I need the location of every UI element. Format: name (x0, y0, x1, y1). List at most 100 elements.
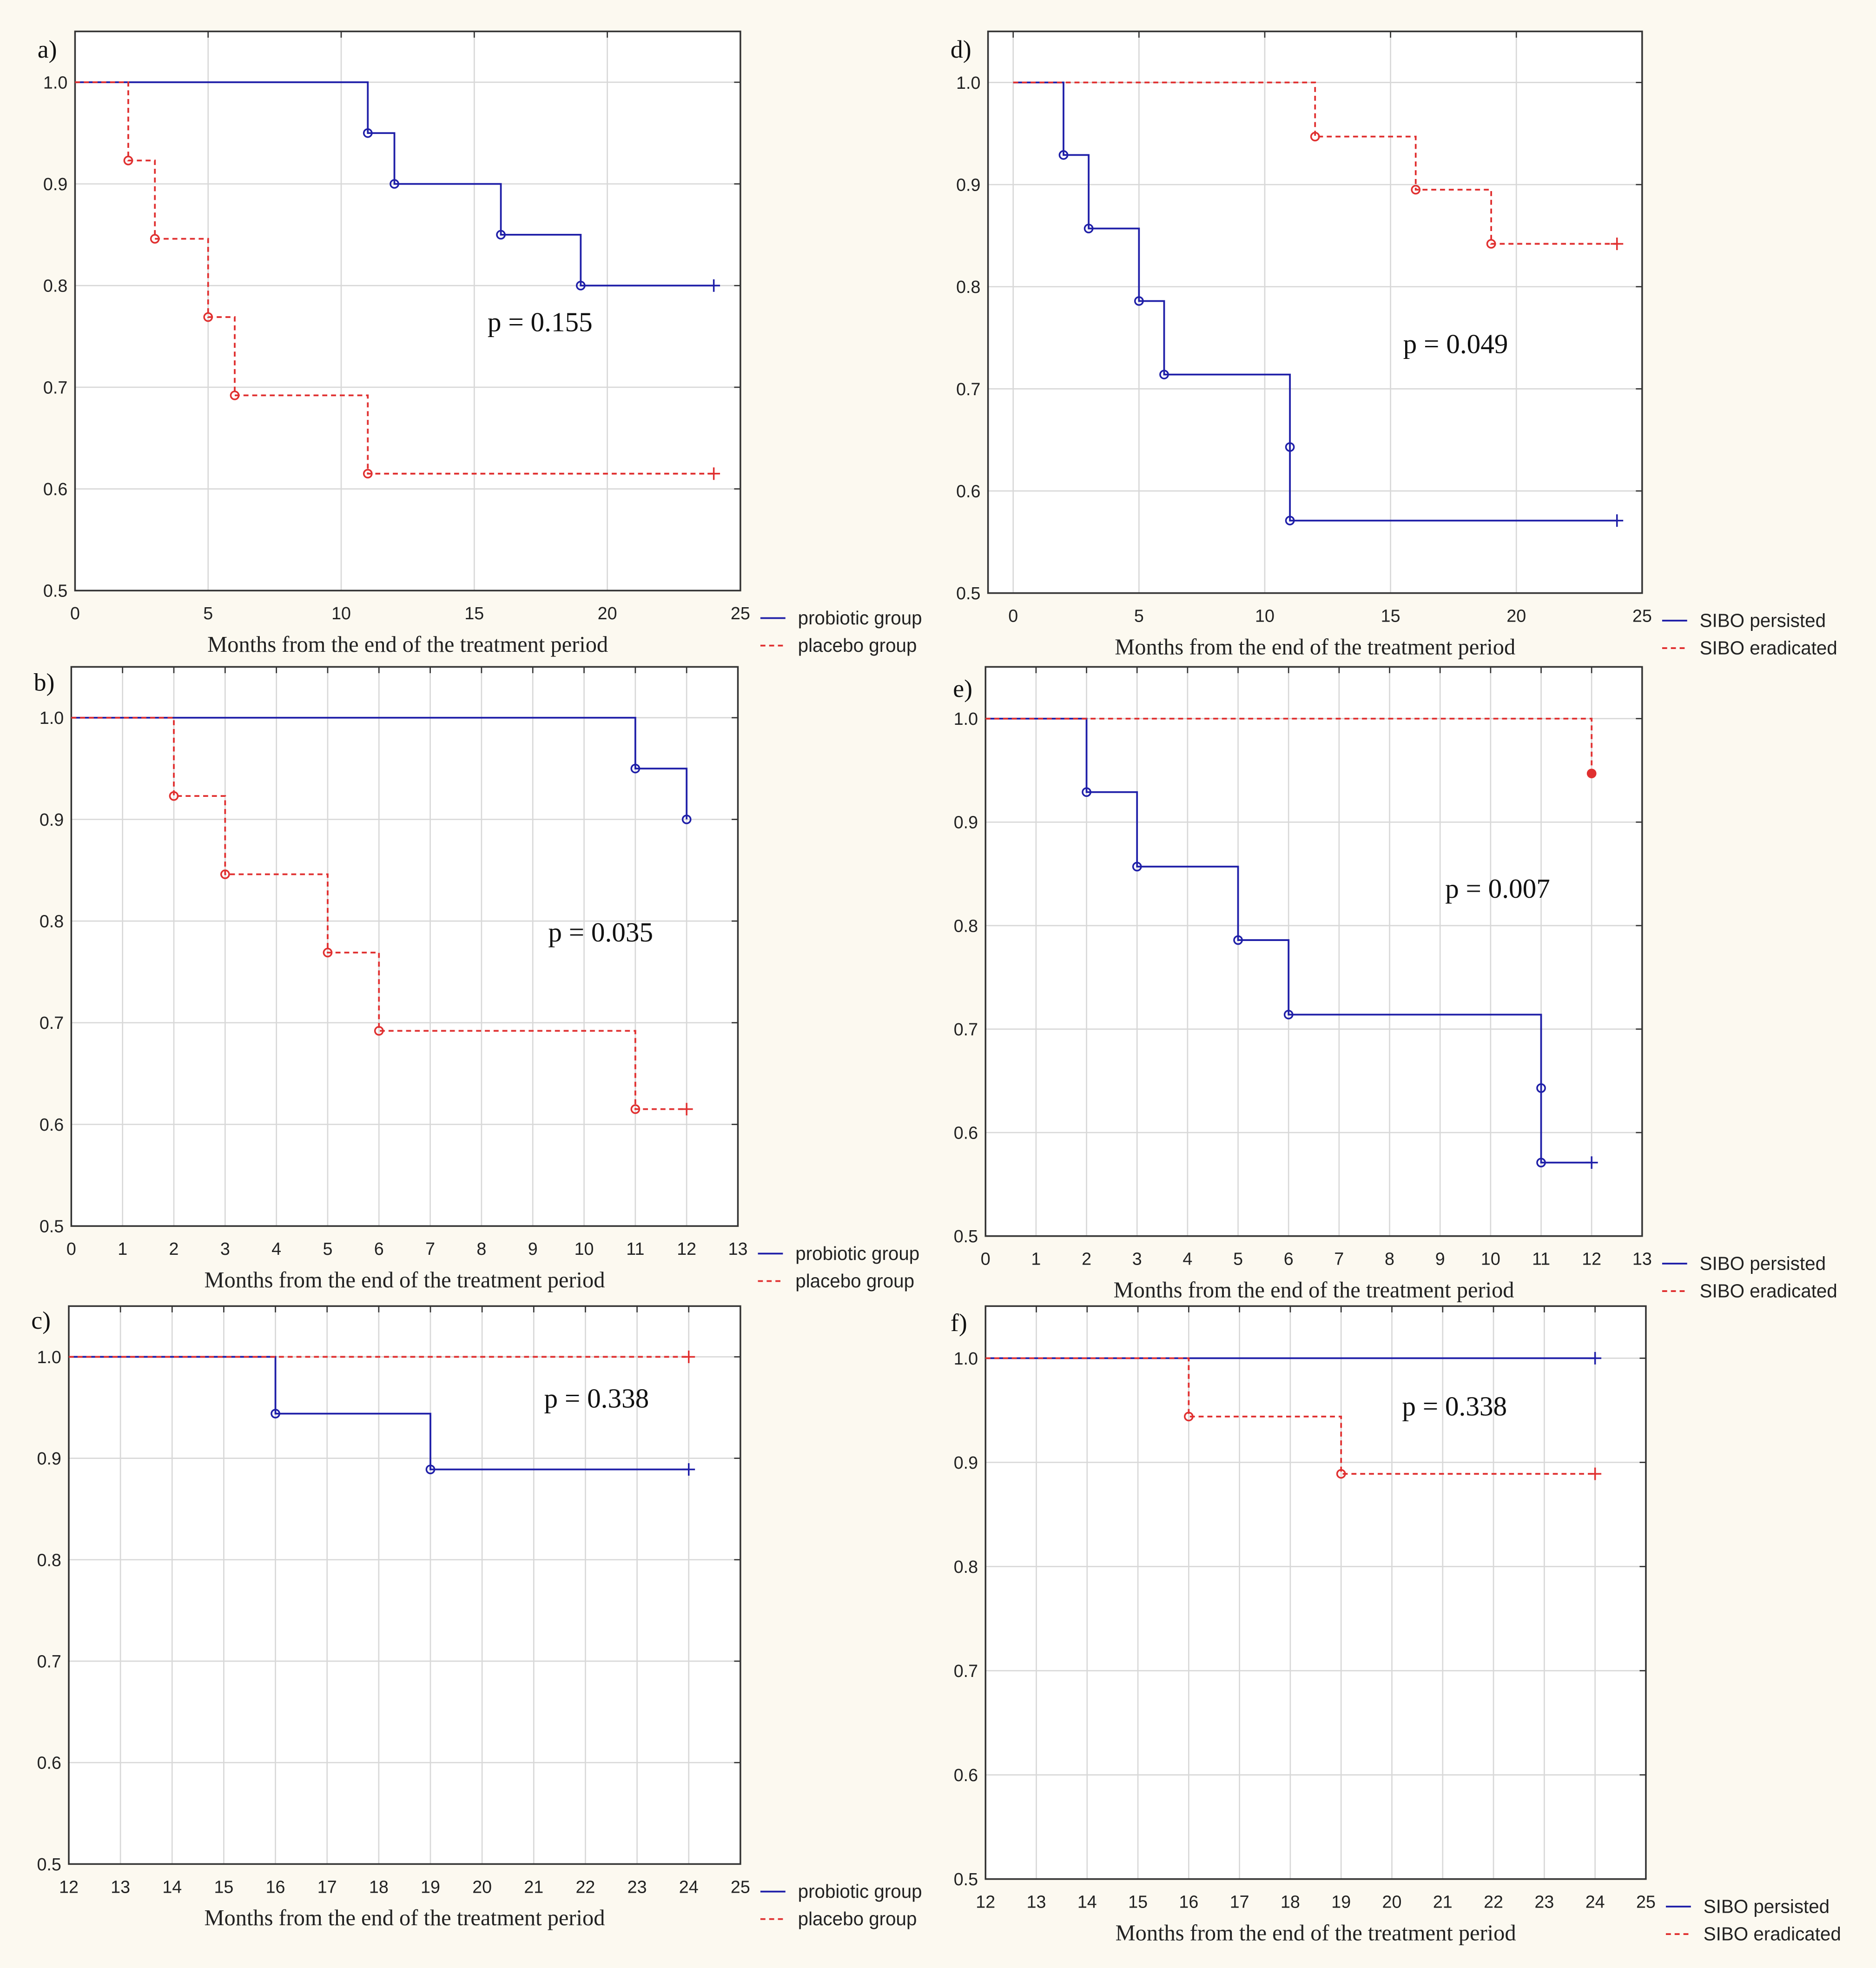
x-tick-label: 0 (1008, 606, 1018, 626)
x-tick-label: 18 (369, 1877, 389, 1896)
y-tick-label: 1.0 (40, 708, 64, 728)
x-tick-label: 14 (1077, 1892, 1097, 1912)
x-tick-label: 15 (464, 603, 484, 623)
y-tick-label: 0.9 (954, 1453, 978, 1472)
x-tick-label: 0 (70, 603, 80, 623)
y-tick-label: 1.0 (954, 1349, 978, 1368)
x-tick-label: 3 (220, 1239, 230, 1259)
y-tick-label: 0.9 (43, 174, 67, 194)
legend-label: SIBO eradicated (1700, 1280, 1837, 1302)
chart-panel-f: 12 13 14 15 16 17 18 19 20 21 22 23 24 25 0.5 0.6 0.7 0.8… (951, 1305, 1841, 1946)
y-tick-label: 1.0 (956, 73, 980, 93)
x-tick-label: 12 (59, 1877, 79, 1896)
x-tick-label: 8 (476, 1239, 486, 1259)
p-value-annotation: p = 0.338 (1402, 1391, 1507, 1422)
legend-label: probiotic group (798, 607, 922, 629)
x-tick-label: 23 (1534, 1892, 1554, 1912)
x-tick-label: 5 (203, 603, 213, 623)
plot-frame (987, 30, 1643, 594)
y-tick-label: 1.0 (954, 709, 978, 729)
event-marker (123, 155, 133, 166)
x-tick-label: 17 (1230, 1892, 1249, 1912)
x-tick-label: 20 (598, 603, 617, 623)
x-tick-label: 18 (1281, 1892, 1300, 1912)
survival-curve-probiotic-group (75, 81, 714, 287)
x-axis-label: Months from the end of the treatment per… (204, 1906, 605, 1930)
y-tick-label: 1.0 (43, 73, 67, 92)
y-tick-label: 0.6 (37, 1753, 61, 1773)
chart-panel-c: 12 13 14 15 16 17 18 19 20 21 22 23 24 25 0.5 0.6 0.7 0.8… (31, 1305, 922, 1930)
p-value-annotation: p = 0.035 (548, 917, 653, 948)
y-tick-label: 0.8 (37, 1550, 61, 1570)
event-marker (630, 1104, 641, 1114)
x-tick-label: 24 (1585, 1892, 1605, 1912)
x-tick-label: 4 (1182, 1249, 1192, 1269)
x-tick-label: 21 (524, 1877, 543, 1896)
event-marker (1132, 861, 1142, 872)
y-tick-label: 0.6 (954, 1765, 978, 1785)
y-tick-label: 0.5 (956, 583, 980, 603)
y-tick-label: 1.0 (37, 1347, 61, 1367)
panel-label: d) (951, 35, 971, 63)
plot-area (985, 1306, 1646, 1879)
event-marker (271, 1409, 280, 1418)
event-marker (496, 230, 506, 240)
event-marker (390, 179, 399, 189)
event-marker (169, 791, 179, 801)
event-marker (203, 312, 213, 322)
event-marker (1159, 370, 1169, 379)
legend-label: SIBO eradicated (1704, 1923, 1841, 1945)
event-marker (1283, 1009, 1294, 1020)
y-tick-label: 0.5 (40, 1217, 64, 1236)
survival-curve-placebo-group (71, 716, 687, 1110)
y-tick-label: 0.8 (43, 276, 67, 296)
y-tick-label: 0.7 (956, 379, 980, 399)
legend-label: SIBO persisted (1700, 610, 1826, 631)
x-tick-label: 25 (731, 1877, 750, 1896)
legend-label: placebo group (795, 1270, 914, 1292)
event-marker (374, 1026, 384, 1036)
y-tick-label: 0.9 (40, 810, 64, 829)
x-tick-label: 6 (1284, 1249, 1294, 1269)
x-axis-label: Months from the end of the treatment per… (1115, 635, 1515, 660)
panel-label: e) (953, 675, 972, 702)
survival-curve-sibo-eradicated (1013, 81, 1617, 245)
x-tick-label: 14 (162, 1877, 182, 1896)
chart-panel-a: 0 5 10 15 20 25 0.5 0.6 0.7 0.8 0.9 1.0 a) Months fro… (38, 30, 922, 657)
panel-label: f) (951, 1309, 967, 1337)
event-marker (1336, 1469, 1346, 1479)
survival-curve-probiotic-group (71, 716, 688, 820)
x-tick-label: 0 (981, 1249, 991, 1269)
y-tick-label: 0.7 (40, 1013, 64, 1033)
x-tick-label: 6 (374, 1239, 384, 1259)
x-tick-label: 10 (1481, 1249, 1500, 1269)
y-tick-label: 0.7 (37, 1651, 61, 1671)
event-marker (1310, 132, 1320, 142)
plot-frame (984, 666, 1643, 1237)
x-tick-label: 9 (1435, 1249, 1445, 1269)
x-tick-label: 2 (169, 1239, 179, 1259)
x-tick-label: 13 (111, 1877, 130, 1896)
event-marker (363, 469, 373, 479)
plot-area (68, 1306, 740, 1864)
chart-panel-e: 0 1 2 3 4 5 6 7 8 9 10 11 12 130.50.60.70.80.91.0e)Mo… (953, 666, 1837, 1303)
event-marker (1058, 150, 1069, 160)
x-tick-label: 20 (1382, 1892, 1402, 1912)
x-tick-label: 13 (1027, 1892, 1046, 1912)
event-marker (1233, 935, 1243, 945)
plot-frame (70, 666, 739, 1227)
y-tick-label: 0.8 (954, 1557, 978, 1577)
survival-curve-sibo-eradicated (985, 717, 1593, 774)
x-tick-label: 13 (728, 1239, 748, 1259)
survival-curve-placebo-group (75, 81, 714, 475)
y-tick-label: 0.7 (954, 1020, 978, 1039)
event-marker (1536, 1158, 1546, 1167)
x-tick-label: 2 (1082, 1249, 1091, 1269)
x-tick-label: 12 (1582, 1249, 1601, 1269)
event-marker (681, 815, 692, 824)
legend-label: placebo group (798, 635, 917, 656)
p-value-annotation: p = 0.338 (544, 1383, 649, 1414)
survival-curve-sibo-eradicated (985, 1357, 1595, 1475)
x-tick-label: 5 (1233, 1249, 1243, 1269)
